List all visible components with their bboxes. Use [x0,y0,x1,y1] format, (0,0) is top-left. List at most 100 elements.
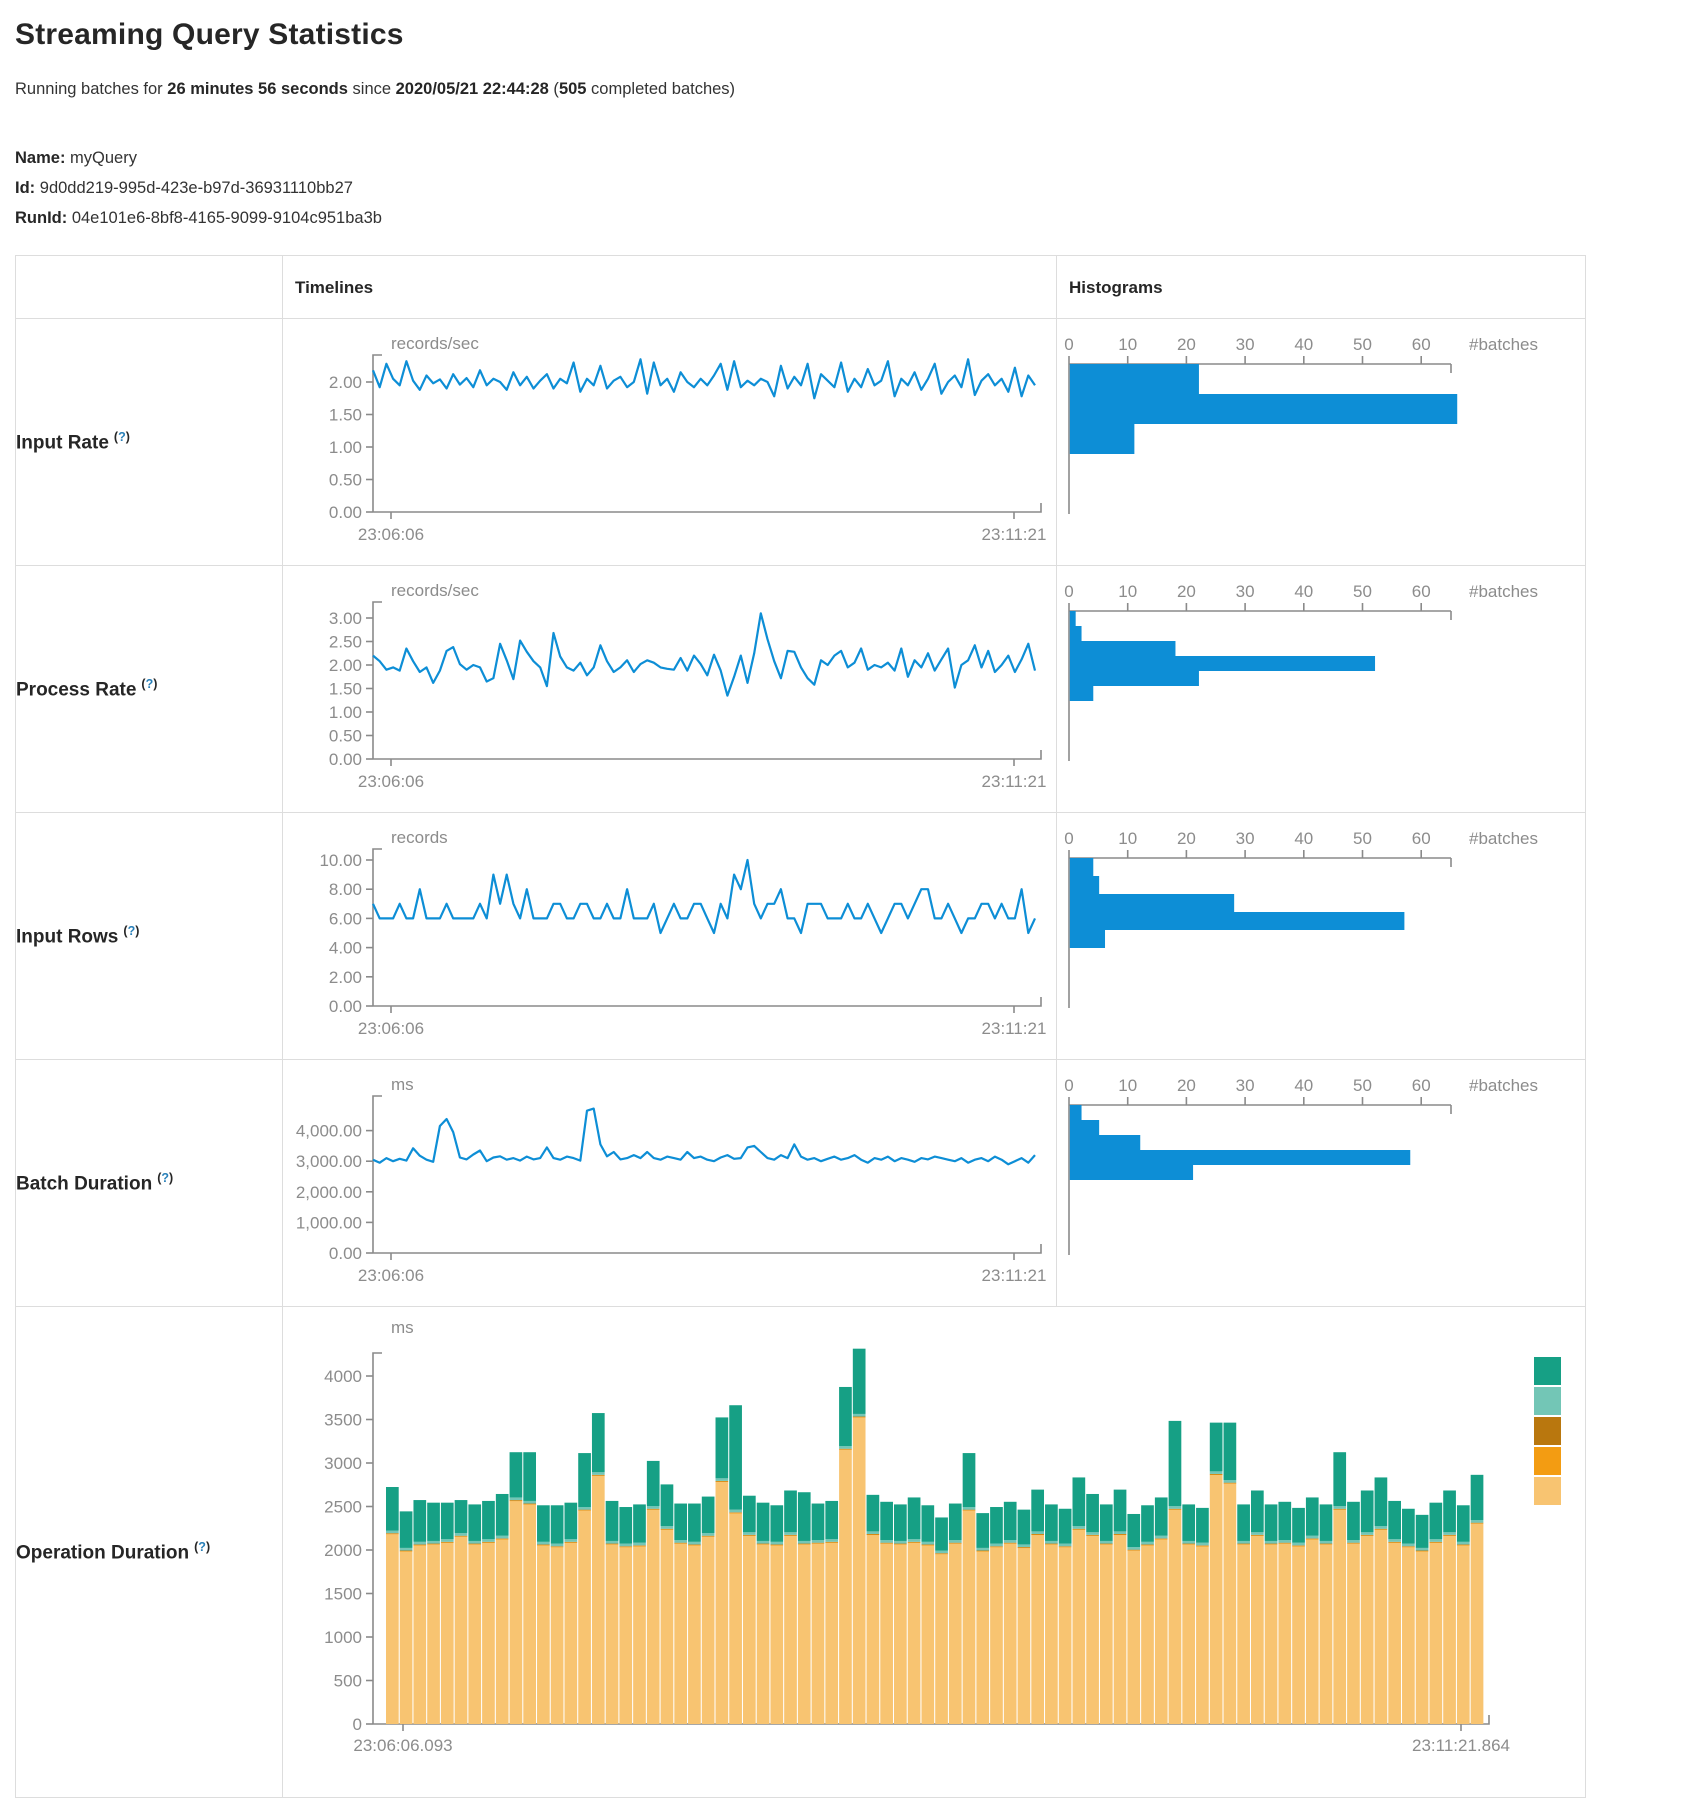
help-tooltip[interactable]: (?) [123,923,140,938]
runid-value: 04e101e6-8bf8-4165-9099-9104c951ba3b [71,209,382,227]
svg-text:40: 40 [1294,582,1313,601]
svg-text:ms: ms [391,1318,414,1337]
svg-text:23:11:21.864: 23:11:21.864 [1412,1736,1510,1755]
svg-text:#batches: #batches [1469,582,1538,601]
operation-duration-row: Operation Duration (?) ms 0 500 1000 1500 2000… [15,1306,1586,1798]
input-rate-histogram-svg: 0 10 20 30 40 50 60 #batches [1064,335,1538,514]
svg-text:23:06:06: 23:06:06 [358,1266,424,1285]
y-axis: 0 500 1000 1500 2000 2500 3000 3500 4000 [324,1352,382,1734]
svg-text:records: records [391,828,448,847]
operation-duration-chart: ms 0 500 1000 1500 2000 2500 3000 3500 4000 23:06:… [283,1307,1585,1797]
svg-text:23:06:06: 23:06:06 [358,525,424,544]
svg-text:1000: 1000 [324,1628,362,1647]
svg-text:30: 30 [1236,582,1255,601]
svg-text:2000: 2000 [324,1541,362,1560]
y-axis: 0.00 2.00 4.00 6.00 8.00 10.00 [319,848,382,1016]
svg-text:50: 50 [1353,1076,1372,1095]
help-tooltip[interactable]: (?) [113,429,130,444]
help-tooltip[interactable]: (?) [157,1170,174,1185]
process-rate-line-series [372,612,1037,697]
query-name-line: Name: myQuery [15,143,1678,173]
svg-text:10: 10 [1118,1076,1137,1095]
svg-text:1.50: 1.50 [329,406,362,425]
svg-text:2500: 2500 [324,1498,362,1517]
svg-text:#batches: #batches [1469,1076,1538,1095]
metric-label: Input Rate [16,432,109,454]
process-rate-histogram-cell: 0 10 20 30 40 50 60 #batches [1056,565,1586,813]
svg-text:50: 50 [1353,582,1372,601]
svg-text:23:11:21: 23:11:21 [982,772,1047,791]
process-rate-timeline-cell: records/sec 0.00 0.50 1.00 1.50 2.00 2.50 3.00 2… [282,565,1057,813]
svg-text:30: 30 [1236,335,1255,354]
input-rate-histogram-cell: 0 10 20 30 40 50 60 #batches [1056,318,1586,566]
input-rows-timeline: records 0.00 2.00 4.00 6.00 8.00 10.00 23:06:06… [283,813,1056,1059]
svg-text:1.00: 1.00 [329,438,362,457]
svg-text:records/sec: records/sec [391,334,479,353]
svg-text:23:11:21: 23:11:21 [982,1019,1047,1038]
svg-text:23:11:21: 23:11:21 [982,525,1047,544]
svg-text:3,000.00: 3,000.00 [296,1152,362,1171]
svg-text:0.00: 0.00 [329,1244,362,1263]
batch-duration-row: Batch Duration (?) ms 0.00 1,000.00 2,000.00… [15,1059,1586,1307]
table-header-row: Timelines Histograms [15,255,1586,319]
svg-text:40: 40 [1294,335,1313,354]
svg-text:60: 60 [1412,335,1431,354]
svg-text:10: 10 [1118,829,1137,848]
svg-text:records/sec: records/sec [391,581,479,600]
svg-text:60: 60 [1412,1076,1431,1095]
input-rows-histogram: 0 10 20 30 40 50 60 #batches [1057,813,1585,1059]
input-rows-histogram-svg: 0 10 20 30 40 50 60 #batches [1064,829,1538,1008]
metric-label: Input Rows [16,926,119,948]
svg-text:0: 0 [1064,335,1073,354]
metric-label: Operation Duration [16,1542,190,1564]
x-axis: 0 10 20 30 40 50 60 [1064,582,1452,761]
completed-batches-count: 505 [558,80,587,98]
svg-text:30: 30 [1236,1076,1255,1095]
svg-text:1.50: 1.50 [329,680,362,699]
help-tooltip[interactable]: (?) [141,676,158,691]
running-duration: 26 minutes 56 seconds [167,80,348,98]
summary-paren-open: ( [548,80,559,98]
input-rows-histogram-bars [1069,858,1405,948]
legend-swatch [1534,1387,1561,1415]
x-axis: 23:06:06 23:11:21 [358,750,1047,791]
input-rate-histogram-bars [1069,364,1458,454]
svg-text:2.00: 2.00 [329,656,362,675]
svg-text:2.50: 2.50 [329,633,362,652]
summary-suffix: completed batches) [586,80,736,98]
svg-text:3000: 3000 [324,1454,362,1473]
batch-duration-timeline-svg: ms 0.00 1,000.00 2,000.00 3,000.00 4,000.00 23… [296,1075,1047,1285]
batch-duration-timeline-cell: ms 0.00 1,000.00 2,000.00 3,000.00 4,000.00 23… [282,1059,1057,1307]
svg-text:23:06:06: 23:06:06 [358,1019,424,1038]
timelines-header: Timelines [282,255,1057,319]
page-title: Streaming Query Statistics [15,18,404,51]
svg-text:10: 10 [1118,582,1137,601]
svg-text:20: 20 [1177,335,1196,354]
operation-duration-stacked-bars [386,1348,1484,1724]
help-tooltip[interactable]: (?) [194,1539,211,1554]
svg-text:30: 30 [1236,829,1255,848]
svg-text:4,000.00: 4,000.00 [296,1122,362,1141]
svg-text:500: 500 [334,1672,362,1691]
svg-text:1.00: 1.00 [329,703,362,722]
metric-label: Batch Duration [16,1173,153,1195]
svg-text:2.00: 2.00 [329,373,362,392]
svg-text:1,000.00: 1,000.00 [296,1213,362,1232]
svg-text:1500: 1500 [324,1585,362,1604]
input-rows-timeline-svg: records 0.00 2.00 4.00 6.00 8.00 10.00 23:06:06… [319,828,1047,1038]
svg-text:60: 60 [1412,582,1431,601]
process-rate-row: Process Rate (?) records/sec 0.00 0.50 1.00 1… [15,565,1586,813]
svg-text:23:11:21: 23:11:21 [982,1266,1047,1285]
input-rate-label-cell: Input Rate (?) [15,318,283,566]
legend-swatch [1534,1357,1561,1385]
input-rate-timeline-cell: records/sec 0.00 0.50 1.00 1.50 2.00 23:06:06 2… [282,318,1057,566]
legend-swatch [1534,1477,1561,1505]
y-axis: 0.00 0.50 1.00 1.50 2.00 2.50 3.00 [329,601,382,769]
x-axis: 23:06:06 23:11:21 [358,503,1047,544]
operation-duration-legend [1534,1357,1561,1505]
svg-text:50: 50 [1353,829,1372,848]
svg-text:50: 50 [1353,335,1372,354]
name-value: myQuery [70,149,137,167]
y-axis: 0.00 0.50 1.00 1.50 2.00 [329,354,382,522]
